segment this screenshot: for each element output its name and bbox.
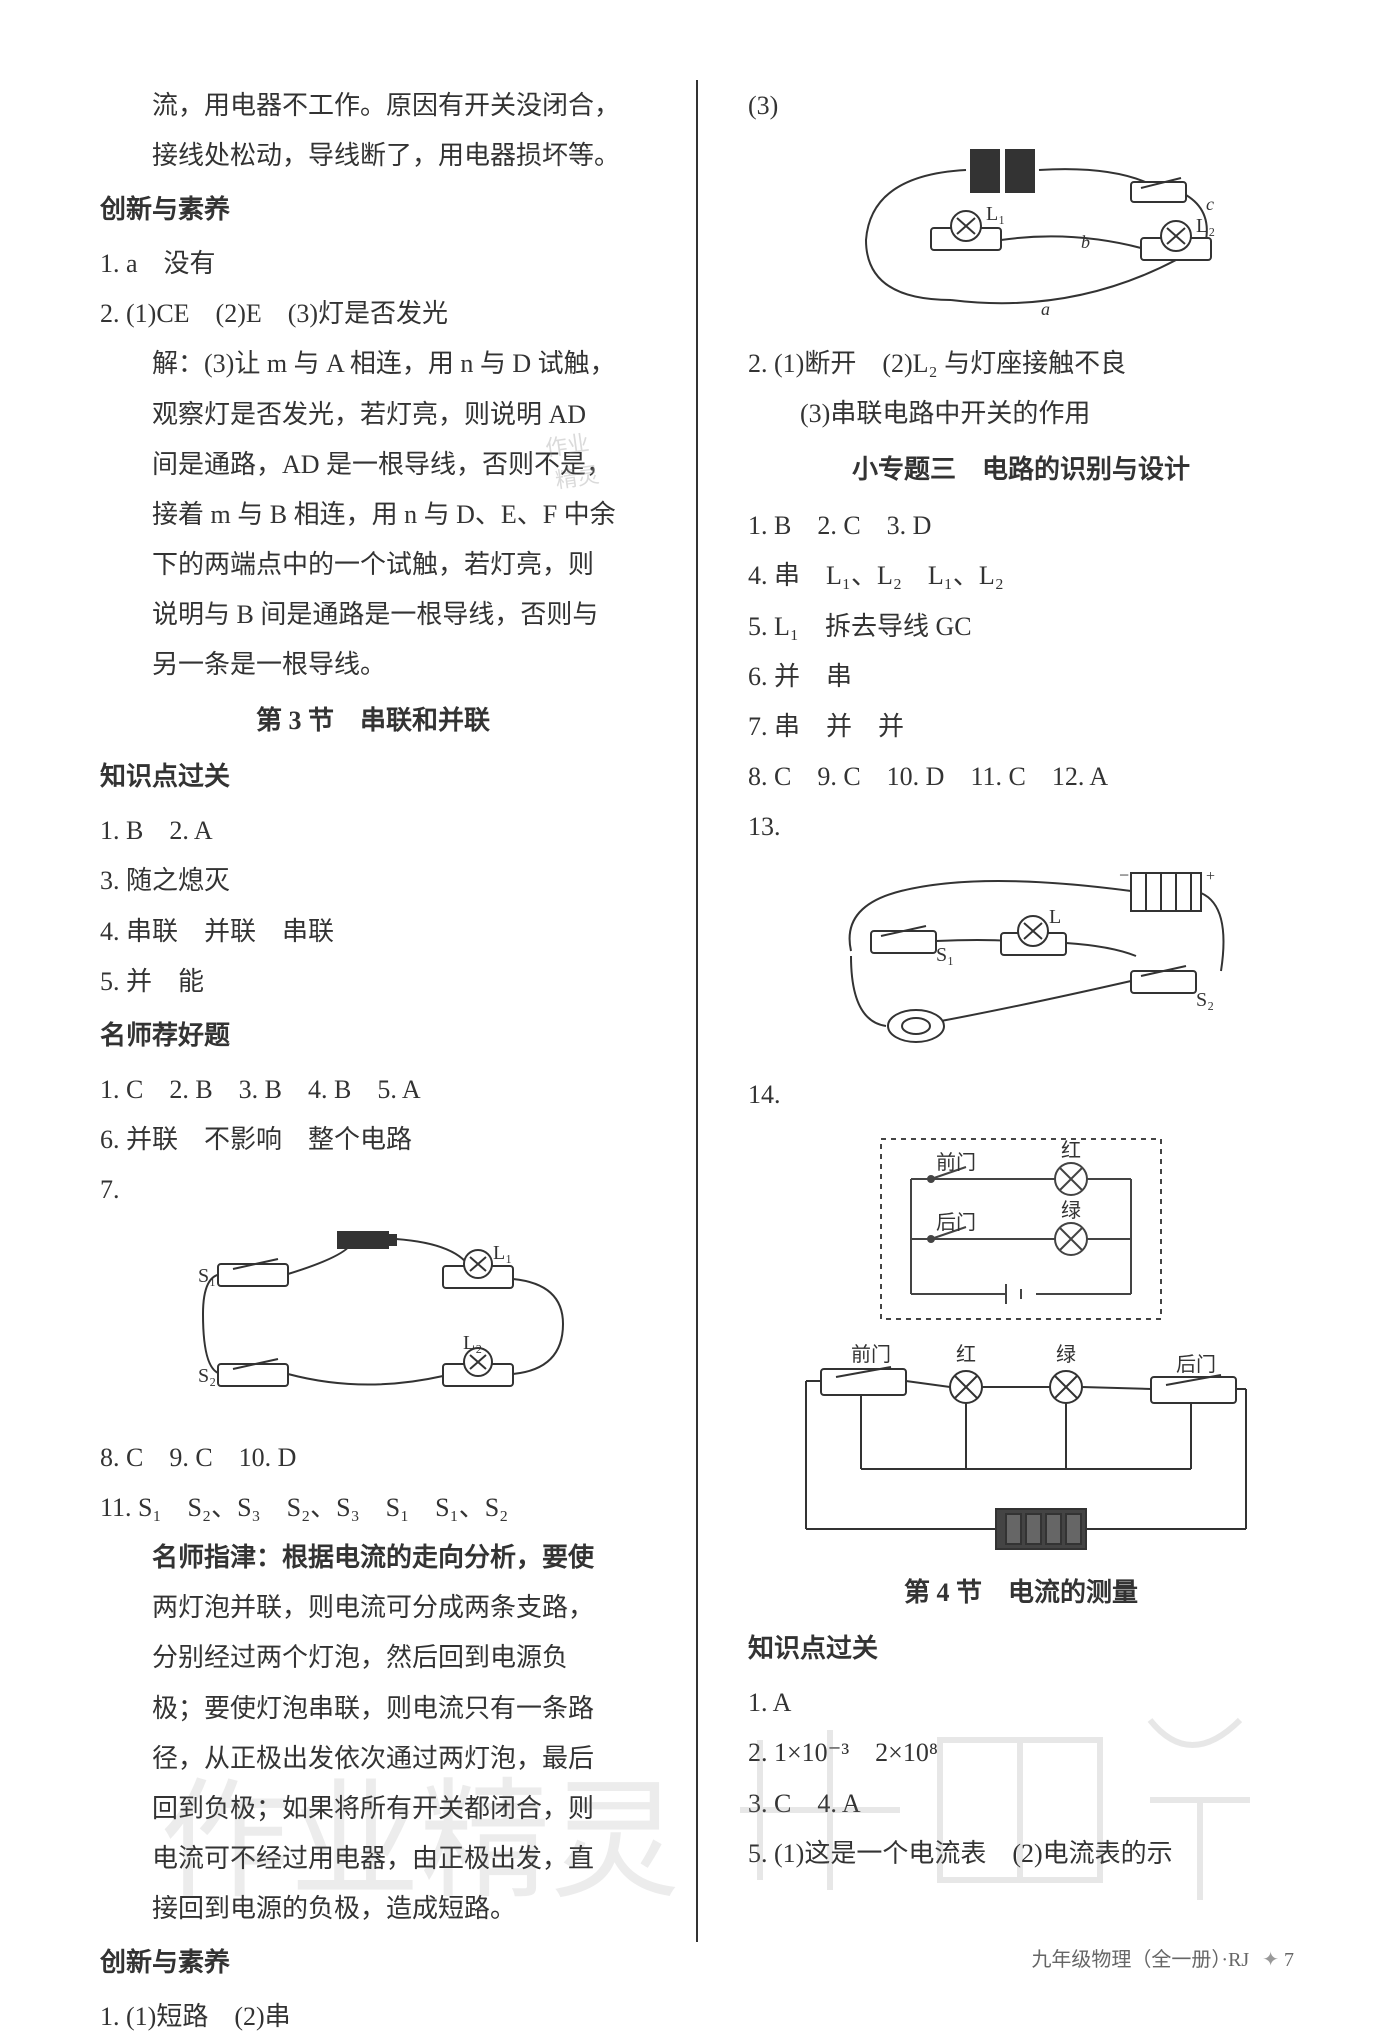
svg-text:L₂: L₂ — [1196, 215, 1215, 237]
knowledge-4: 4. 串联 并联 串联 — [100, 908, 646, 956]
answer-1: 1. a 没有 — [100, 240, 646, 288]
mingshi-1: 1. C 2. B 3. B 4. B 5. A — [100, 1066, 646, 1114]
section-3-title: 第 3 节 串联和并联 — [100, 697, 646, 745]
svg-text:L₁: L₁ — [493, 1242, 512, 1264]
guide-label: 名师指津：根据电流的走向分析，要使 — [152, 1543, 594, 1572]
right-column: (3) L₁ c — [748, 80, 1294, 1942]
circuit-schematic-14a-icon: 前门 红 后门 绿 — [861, 1129, 1181, 1329]
svg-text:S₁: S₁ — [936, 944, 954, 966]
svg-text:绿: 绿 — [1056, 1343, 1076, 1366]
topic-1: 1. B 2. C 3. D — [748, 502, 1294, 550]
intro-line-2: 接线处松动，导线断了，用电器损坏等。 — [100, 132, 646, 180]
sec4-1: 1. A — [748, 1679, 1294, 1727]
heading-chuangxin-2: 创新与素养 — [100, 1939, 646, 1987]
topic-3-title: 小专题三 电路的识别与设计 — [748, 446, 1294, 494]
svg-text:红: 红 — [1061, 1139, 1081, 1162]
guide-line-6: 回到负极；如果将所有开关都闭合，则 — [100, 1785, 646, 1833]
guide-line-8: 接回到电源的负极，造成短路。 — [100, 1885, 646, 1933]
mingshi-7: 7. — [100, 1166, 646, 1214]
svg-text:+: + — [1206, 868, 1215, 885]
solution-line-7: 另一条是一根导线。 — [100, 641, 646, 689]
guide-line-5: 径，从正极出发依次通过两灯泡，最后 — [100, 1735, 646, 1783]
answer-2: 2. (1)CE (2)E (3)灯是否发光 — [100, 290, 646, 338]
right-3-label: (3) — [748, 82, 1294, 130]
figure-14b: 前门 红 绿 后门 — [748, 1339, 1294, 1559]
sec4-3: 3. C 4. A — [748, 1780, 1294, 1828]
svg-text:S₂: S₂ — [1196, 989, 1214, 1011]
sec4-5: 5. (1)这是一个电流表 (2)电流表的示 — [748, 1830, 1294, 1878]
svg-text:L₁: L₁ — [986, 203, 1005, 225]
footer-page-number: 7 — [1284, 1949, 1294, 1971]
guide-line-2: 两灯泡并联，则电流可分成两条支路， — [100, 1584, 646, 1632]
topic-13: 13. — [748, 803, 1294, 851]
solution-line-1: 解：(3)让 m 与 A 相连，用 n 与 D 试触， — [100, 340, 646, 388]
intro-line-1: 流，用电器不工作。原因有开关没闭合， — [100, 82, 646, 130]
circuit-diagram-r3-icon: L₁ c L₂ b a — [811, 140, 1231, 330]
page-container: 流，用电器不工作。原因有开关没闭合， 接线处松动，导线断了，用电器损坏等。 创新… — [100, 80, 1294, 1942]
svg-text:S₂: S₂ — [198, 1365, 216, 1387]
svg-text:a: a — [1041, 299, 1050, 319]
heading-zhishidian-2: 知识点过关 — [748, 1625, 1294, 1673]
svg-text:绿: 绿 — [1061, 1199, 1081, 1222]
page-footer: 九年级物理（全一册）·RJ ✦ 7 — [1031, 1943, 1294, 1972]
knowledge-5: 5. 并 能 — [100, 958, 646, 1006]
mingshi-11: 11. S₁ S₂、S₃ S₂、S₃ S₁ S₁、S₂ — [100, 1484, 646, 1532]
svg-text:前门: 前门 — [851, 1343, 891, 1366]
guide-line-7: 电流可不经过用电器，由正极出发，直 — [100, 1835, 646, 1883]
svg-text:红: 红 — [956, 1343, 976, 1366]
mingshi-8: 8. C 9. C 10. D — [100, 1434, 646, 1482]
left-column: 流，用电器不工作。原因有开关没闭合， 接线处松动，导线断了，用电器损坏等。 创新… — [100, 80, 646, 1942]
right-answer-2a: 2. (1)断开 (2)L₂ 与灯座接触不良 — [748, 340, 1294, 388]
topic-6: 6. 并 串 — [748, 653, 1294, 701]
solution-line-5: 下的两端点中的一个试触，若灯亮，则 — [100, 541, 646, 589]
circuit-diagram-7-icon: S₁ S₂ L₁ L₂ — [163, 1224, 583, 1424]
topic-5: 5. L₁ 拆去导线 GC — [748, 603, 1294, 651]
right-answer-2b: (3)串联电路中开关的作用 — [748, 390, 1294, 438]
solution-line-3: 间是通路，AD 是一根导线，否则不是， — [100, 441, 646, 489]
solution-line-4: 接着 m 与 B 相连，用 n 与 D、E、F 中余 — [100, 491, 646, 539]
figure-14a: 前门 红 后门 绿 — [748, 1129, 1294, 1329]
svg-text:L: L — [1049, 906, 1061, 928]
topic-14: 14. — [748, 1071, 1294, 1119]
heading-chuangxin: 创新与素养 — [100, 186, 646, 234]
mingshi-6: 6. 并联 不影响 整个电路 — [100, 1116, 646, 1164]
section-4-title: 第 4 节 电流的测量 — [748, 1569, 1294, 1617]
solution-line-2: 观察灯是否发光，若灯亮，则说明 AD — [100, 391, 646, 439]
svg-text:前门: 前门 — [936, 1151, 976, 1174]
footer-decoration-icon: ✦ — [1262, 1947, 1279, 1972]
topic-7: 7. 串 并 并 — [748, 703, 1294, 751]
sec4-2: 2. 1×10⁻³ 2×10⁸ — [748, 1729, 1294, 1777]
circuit-physical-14b-icon: 前门 红 绿 后门 — [781, 1339, 1261, 1559]
svg-text:后门: 后门 — [936, 1211, 976, 1234]
column-divider — [696, 80, 698, 1942]
svg-text:c: c — [1206, 194, 1214, 214]
figure-7: S₁ S₂ L₁ L₂ — [100, 1224, 646, 1424]
figure-r3: L₁ c L₂ b a — [748, 140, 1294, 330]
svg-text:S₁: S₁ — [198, 1265, 216, 1287]
knowledge-1: 1. B 2. A — [100, 807, 646, 855]
footer-text: 九年级物理（全一册）·RJ — [1031, 1949, 1249, 1971]
heading-zhishidian: 知识点过关 — [100, 753, 646, 801]
topic-8: 8. C 9. C 10. D 11. C 12. A — [748, 753, 1294, 801]
topic-4: 4. 串 L₁、L₂ L₁、L₂ — [748, 552, 1294, 600]
figure-13: + − S₁ L S₂ — [748, 861, 1294, 1061]
guide-line-1: 名师指津：根据电流的走向分析，要使 — [100, 1534, 646, 1582]
svg-text:−: − — [1119, 865, 1129, 885]
guide-line-3: 分别经过两个灯泡，然后回到电源负 — [100, 1634, 646, 1682]
knowledge-3: 3. 随之熄灭 — [100, 857, 646, 905]
svg-text:后门: 后门 — [1176, 1353, 1216, 1376]
circuit-diagram-13-icon: + − S₁ L S₂ — [801, 861, 1241, 1061]
svg-text:L₂: L₂ — [463, 1332, 482, 1354]
chuangxin-answer-1: 1. (1)短路 (2)串 — [100, 1993, 646, 2041]
guide-line-4: 极；要使灯泡串联，则电流只有一条路 — [100, 1685, 646, 1733]
heading-mingshi: 名师荐好题 — [100, 1012, 646, 1060]
solution-line-6: 说明与 B 间是通路是一根导线，否则与 — [100, 591, 646, 639]
svg-text:b: b — [1081, 232, 1090, 252]
